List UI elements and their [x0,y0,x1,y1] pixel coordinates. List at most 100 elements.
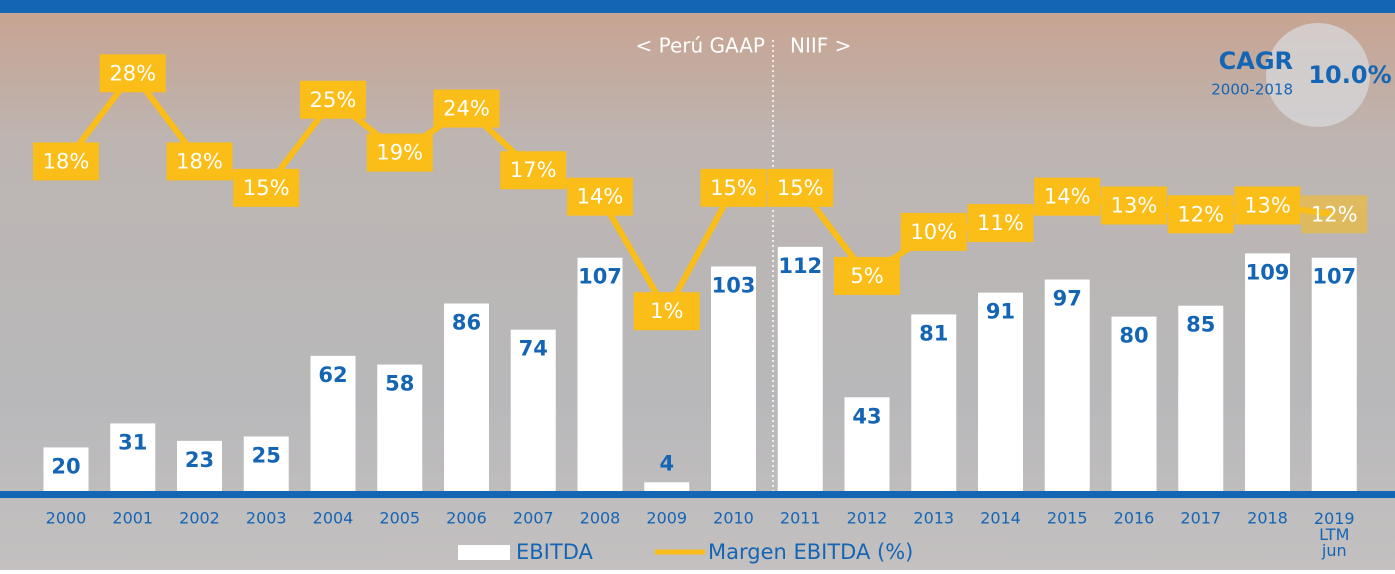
margin-label-box [1301,195,1368,234]
bar [377,364,423,491]
bar [510,329,556,491]
x-tick-label-line: 2019 [1314,509,1355,528]
margin-label-box [633,292,700,331]
x-tick-label: 2007 [513,509,554,528]
bar-value-label: 81 [919,321,948,345]
x-tick-label: 2001 [112,509,153,528]
bar-value-label: 25 [252,444,281,468]
bar [243,436,289,491]
margin-label: 15% [777,176,824,200]
x-tick-label-line: LTM [1319,525,1349,544]
margin-label: 18% [43,149,90,173]
margin-label: 11% [977,211,1024,235]
bar-value-label: 43 [852,404,881,428]
x-tick-label-line: jun [1321,541,1347,560]
bar [777,246,823,491]
bar [1311,257,1357,491]
bar-value-label: 31 [118,430,147,454]
legend-swatch [458,545,510,560]
margin-label: 19% [376,141,423,165]
cagr-period: 2000-2018 [1211,81,1293,99]
x-tick-label: 2008 [580,509,621,528]
regime-label: < Perú GAAP [635,34,765,58]
bar-value-label: 109 [1246,260,1290,284]
cagr-badge [1266,23,1370,127]
x-tick-label: 2009 [646,509,687,528]
margin-label: 17% [510,158,557,182]
x-tick-label: 2000 [46,509,87,528]
x-tick-label: 2019 LTM jun [1314,509,1355,560]
bar-value-label: 107 [1312,265,1356,289]
bar [444,303,489,491]
margin-label-box [834,256,900,295]
bar [43,447,89,491]
legend-label: Margen EBITDA (%) [708,540,913,564]
margin-label-box [1034,177,1101,216]
bar [911,314,957,491]
margin-label: 1% [650,299,683,323]
bar [1245,253,1290,491]
bar [110,423,156,491]
bar-value-label: 112 [778,254,822,278]
margin-label-box [99,54,166,93]
bar-value-label: 91 [986,300,1015,324]
bar [711,266,756,491]
margin-label: 14% [1044,185,1091,209]
baseline [0,491,1395,498]
cagr-value: 10.0% [1308,61,1391,89]
margin-label: 10% [910,220,957,244]
x-tick-label: 2005 [379,509,420,528]
bar [577,257,623,491]
x-tick-label: 2016 [1114,509,1155,528]
bar-value-label: 20 [51,454,80,478]
bar-value-label: 107 [578,265,622,289]
margin-label-box [366,133,433,172]
margin-label: 14% [577,185,624,209]
margin-label: 24% [443,97,490,121]
bar-value-label: 58 [385,372,414,396]
margin-label-box [700,168,767,207]
x-tick-label: 2013 [913,509,954,528]
x-tick-label: 2002 [179,509,220,528]
margin-label-box [1234,186,1301,225]
x-tick-label: 2015 [1047,509,1088,528]
margin-label-box [567,177,633,216]
margin-label-box [300,80,366,119]
top-rule [0,0,1395,13]
x-tick-label: 2014 [980,509,1021,528]
margin-label: 18% [176,149,223,173]
bar-value-label: 62 [318,363,347,387]
margin-label-box [433,89,500,128]
margin-label-box [967,204,1034,243]
cagr-title: CAGR [1219,47,1293,75]
x-tick-label: 2003 [246,509,287,528]
bar [310,355,356,491]
bar-value-label: 80 [1119,324,1148,348]
margin-label-box [900,212,967,251]
x-tick-label: 2004 [313,509,354,528]
bar [1178,305,1224,491]
bar-value-label: 85 [1186,313,1215,337]
margin-label: 15% [710,176,757,200]
margin-label: 12% [1311,202,1358,226]
legend-label: EBITDA [516,540,593,564]
x-tick-label: 2011 [780,509,821,528]
margin-label-box [166,142,233,181]
margin-label: 5% [850,264,883,288]
regime-label: NIIF > [790,34,851,58]
margin-label-box [1167,195,1234,234]
bar [844,397,890,491]
bar [177,440,222,491]
margin-label-box [500,151,567,190]
margin-label-box [33,142,99,181]
margin-label: 15% [243,176,290,200]
bar [644,482,690,491]
x-tick-label: 2017 [1180,509,1221,528]
bar [1111,316,1157,491]
x-tick-label: 2010 [713,509,754,528]
bar-value-label: 74 [519,337,548,361]
margin-label: 28% [109,61,156,85]
bar [978,292,1023,491]
